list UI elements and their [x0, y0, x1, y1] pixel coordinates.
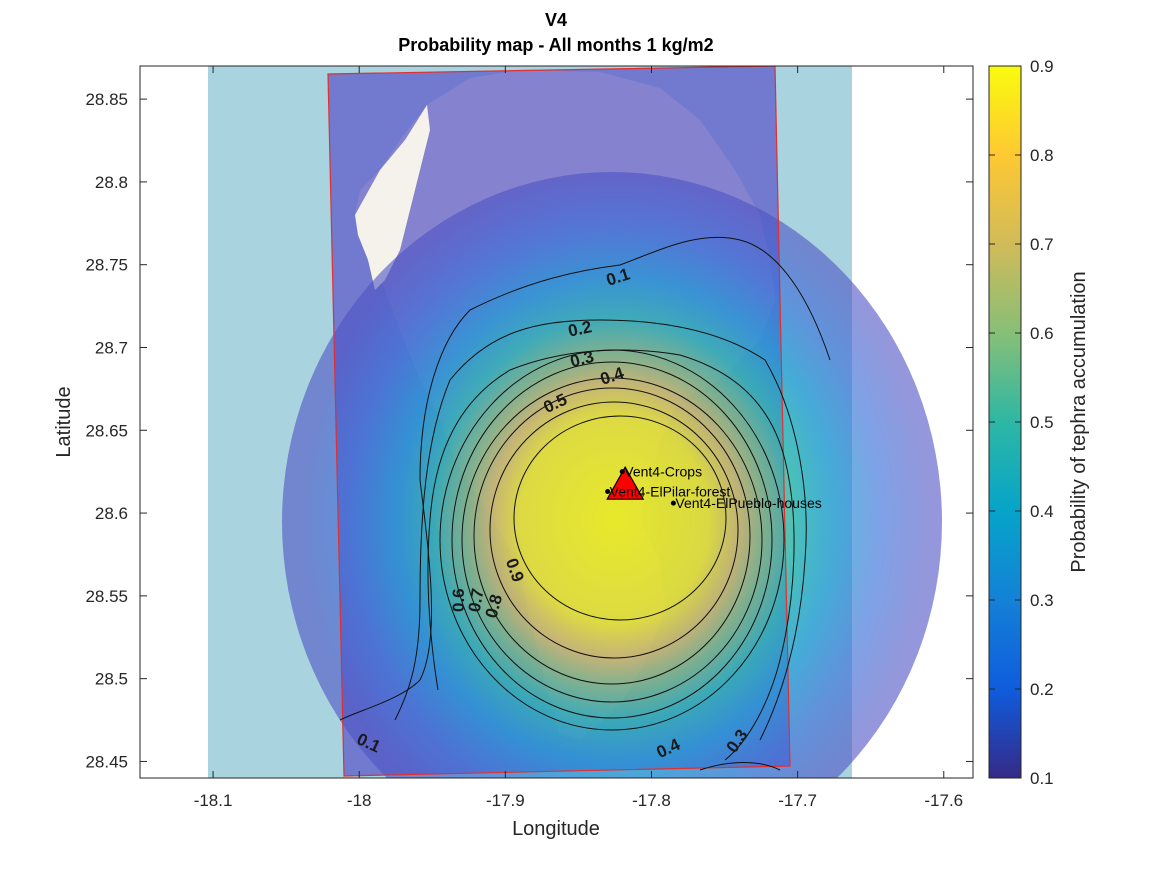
colorbar-tick-label: 0.8	[1030, 146, 1054, 165]
computational-domain-border	[327, 66, 791, 777]
y-tick-label: 28.65	[85, 421, 128, 440]
y-axis-ticks: 28.45 28.5 28.55 28.6 28.65 28.7 28.75 28.8 28.8…	[85, 90, 973, 771]
y-tick-label: 28.7	[95, 338, 128, 357]
y-tick-label: 28.75	[85, 256, 128, 275]
probability-contours	[339, 236, 831, 771]
contour-0.5	[451, 361, 773, 719]
contour-0.9	[513, 415, 727, 621]
contour-0.2	[394, 319, 807, 741]
x-axis-label: Longitude	[512, 818, 600, 840]
x-tick-label: -17.6	[924, 791, 963, 810]
colorbar-tick-label: 0.1	[1030, 769, 1054, 788]
x-axis-ticks: -18.1 -18 -17.9 -17.8 -17.7 -17.6	[194, 66, 963, 810]
colorbar: 0.1 0.2 0.3 0.4 0.5 0.6 0.7 0.8 0.9 Probability …	[988, 57, 1090, 788]
target-point	[619, 469, 625, 475]
axes-box	[139, 65, 974, 779]
y-tick-label: 28.85	[85, 90, 128, 109]
y-tick-label: 28.8	[95, 173, 128, 192]
colorbar-ticks: 0.1 0.2 0.3 0.4 0.5 0.6 0.7 0.8 0.9	[989, 57, 1054, 788]
contour-0.1-south	[699, 762, 781, 771]
x-tick-label: -17.7	[778, 791, 817, 810]
target-label: Vent4-ElPueblo-houses	[675, 495, 821, 511]
colorbar-tick-label: 0.5	[1030, 413, 1054, 432]
colorbar-tick-label: 0.6	[1030, 324, 1054, 343]
colorbar-tick-label: 0.7	[1030, 235, 1054, 254]
contour-0.3	[427, 349, 795, 761]
northwest-land-uncovered	[355, 105, 430, 290]
probability-field	[282, 172, 942, 778]
x-tick-label: -18.1	[194, 791, 233, 810]
contour-0.1	[339, 236, 831, 721]
contour-label-0.2: 0.2	[566, 317, 593, 340]
target-point	[670, 500, 676, 506]
y-tick-label: 28.55	[85, 587, 128, 606]
target-label: Vent4-Crops	[624, 464, 702, 480]
figure-title-line1: V4	[545, 10, 567, 30]
y-tick-label: 28.5	[95, 670, 128, 689]
colorbar-tick-label: 0.4	[1030, 502, 1054, 521]
x-tick-label: -17.9	[486, 791, 525, 810]
y-tick-label: 28.45	[85, 752, 128, 771]
contour-label-0.6: 0.6	[449, 588, 468, 612]
contour-0.7	[473, 387, 751, 685]
contour-0.4	[439, 349, 785, 731]
map-markers: Vent4-Crops Vent4-ElPilar-forestVent4-ElP…	[605, 464, 822, 511]
colorbar-tick-label: 0.3	[1030, 591, 1054, 610]
x-tick-label: -17.8	[632, 791, 671, 810]
y-tick-label: 28.6	[95, 504, 128, 523]
colorbar-label: Probability of tephra accumulation	[1068, 271, 1090, 572]
contour-label-0.7: 0.7	[465, 587, 488, 614]
target-label: Vent4-ElPilar-forest	[610, 484, 731, 500]
colorbar-tick-label: 0.9	[1030, 57, 1054, 76]
target-point	[605, 489, 611, 495]
map-plot-area: 0.1 0.1 0.2 0.3 0.4 0.5 0.6 0.7 0.8 0.9 …	[140, 66, 973, 778]
vent-marker	[606, 465, 645, 500]
colorbar-tick-label: 0.2	[1030, 680, 1054, 699]
x-tick-label: -18	[347, 791, 372, 810]
contour-0.6	[461, 377, 763, 703]
figure-title-line2: Probability map - All months 1 kg/m2	[398, 35, 713, 55]
contour-0.8	[489, 401, 739, 659]
y-axis-label: Latitude	[53, 386, 75, 457]
